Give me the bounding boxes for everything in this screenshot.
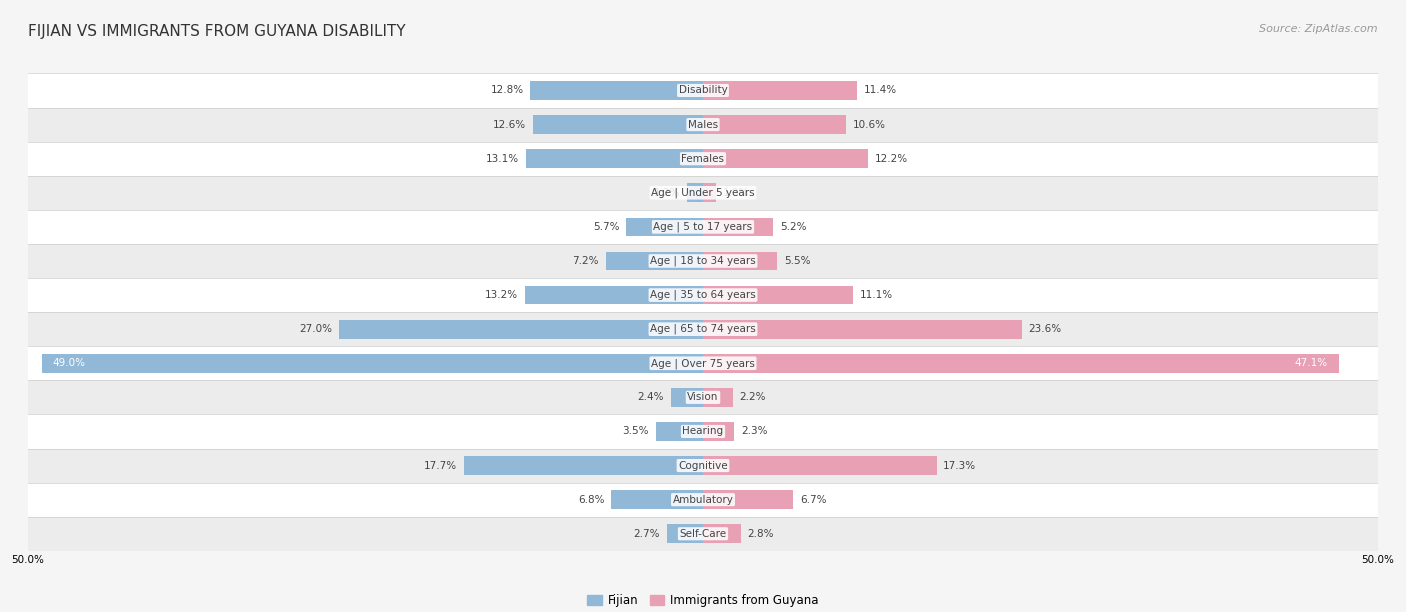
Bar — [28, 517, 1378, 551]
Bar — [28, 346, 1378, 380]
Text: Females: Females — [682, 154, 724, 163]
Bar — [666, 524, 703, 543]
Text: 49.0%: 49.0% — [52, 358, 86, 368]
Bar — [703, 422, 734, 441]
Text: 13.2%: 13.2% — [485, 290, 517, 300]
Text: Cognitive: Cognitive — [678, 461, 728, 471]
Bar — [703, 388, 733, 407]
Text: Self-Care: Self-Care — [679, 529, 727, 539]
Bar — [626, 217, 703, 236]
Text: Age | Over 75 years: Age | Over 75 years — [651, 358, 755, 368]
Bar — [28, 210, 1378, 244]
Text: Age | 5 to 17 years: Age | 5 to 17 years — [654, 222, 752, 232]
Bar — [686, 184, 703, 202]
Bar — [42, 354, 703, 373]
Bar — [703, 252, 778, 271]
Bar — [28, 141, 1378, 176]
Bar — [530, 81, 703, 100]
Text: Source: ZipAtlas.com: Source: ZipAtlas.com — [1260, 24, 1378, 34]
Bar — [28, 312, 1378, 346]
Bar — [703, 286, 853, 304]
Bar — [339, 320, 703, 338]
Text: 27.0%: 27.0% — [299, 324, 332, 334]
Bar — [703, 320, 1022, 338]
Bar — [28, 244, 1378, 278]
Bar — [464, 456, 703, 475]
Bar — [28, 414, 1378, 449]
Bar — [606, 252, 703, 271]
Text: 6.8%: 6.8% — [578, 494, 605, 505]
Bar — [28, 380, 1378, 414]
Text: 5.2%: 5.2% — [780, 222, 807, 232]
Bar — [703, 115, 846, 134]
Text: 2.4%: 2.4% — [637, 392, 664, 402]
Text: 17.3%: 17.3% — [943, 461, 976, 471]
Bar — [612, 490, 703, 509]
Text: 47.1%: 47.1% — [1295, 358, 1327, 368]
Legend: Fijian, Immigrants from Guyana: Fijian, Immigrants from Guyana — [582, 589, 824, 612]
Text: Age | Under 5 years: Age | Under 5 years — [651, 187, 755, 198]
Text: 10.6%: 10.6% — [853, 119, 886, 130]
Text: 5.7%: 5.7% — [593, 222, 619, 232]
Bar — [526, 149, 703, 168]
Text: 2.7%: 2.7% — [633, 529, 659, 539]
Bar — [703, 81, 856, 100]
Text: Ambulatory: Ambulatory — [672, 494, 734, 505]
Text: Hearing: Hearing — [682, 427, 724, 436]
Text: 2.3%: 2.3% — [741, 427, 768, 436]
Bar — [28, 483, 1378, 517]
Text: 13.1%: 13.1% — [486, 154, 519, 163]
Text: 12.2%: 12.2% — [875, 154, 907, 163]
Bar — [703, 149, 868, 168]
Text: 12.8%: 12.8% — [491, 86, 523, 95]
Text: Age | 65 to 74 years: Age | 65 to 74 years — [650, 324, 756, 334]
Bar — [28, 73, 1378, 108]
Bar — [703, 354, 1339, 373]
Text: 3.5%: 3.5% — [623, 427, 650, 436]
Bar — [28, 108, 1378, 141]
Text: FIJIAN VS IMMIGRANTS FROM GUYANA DISABILITY: FIJIAN VS IMMIGRANTS FROM GUYANA DISABIL… — [28, 24, 406, 40]
Text: Males: Males — [688, 119, 718, 130]
Bar — [28, 449, 1378, 483]
Text: Disability: Disability — [679, 86, 727, 95]
Text: 17.7%: 17.7% — [425, 461, 457, 471]
Text: 11.4%: 11.4% — [863, 86, 897, 95]
Text: 23.6%: 23.6% — [1028, 324, 1062, 334]
Text: 6.7%: 6.7% — [800, 494, 827, 505]
Bar — [703, 524, 741, 543]
Bar — [28, 176, 1378, 210]
Bar — [703, 456, 936, 475]
Text: 12.6%: 12.6% — [494, 119, 526, 130]
Text: 11.1%: 11.1% — [859, 290, 893, 300]
Text: 2.8%: 2.8% — [748, 529, 775, 539]
Bar — [703, 217, 773, 236]
Bar — [28, 278, 1378, 312]
Bar — [524, 286, 703, 304]
Text: 1.0%: 1.0% — [723, 188, 749, 198]
Bar — [671, 388, 703, 407]
Text: 1.2%: 1.2% — [654, 188, 681, 198]
Text: Age | 18 to 34 years: Age | 18 to 34 years — [650, 256, 756, 266]
Text: 7.2%: 7.2% — [572, 256, 599, 266]
Bar — [533, 115, 703, 134]
Bar — [655, 422, 703, 441]
Text: 2.2%: 2.2% — [740, 392, 766, 402]
Text: Age | 35 to 64 years: Age | 35 to 64 years — [650, 290, 756, 300]
Bar — [703, 490, 793, 509]
Text: 5.5%: 5.5% — [785, 256, 810, 266]
Bar — [703, 184, 717, 202]
Text: Vision: Vision — [688, 392, 718, 402]
